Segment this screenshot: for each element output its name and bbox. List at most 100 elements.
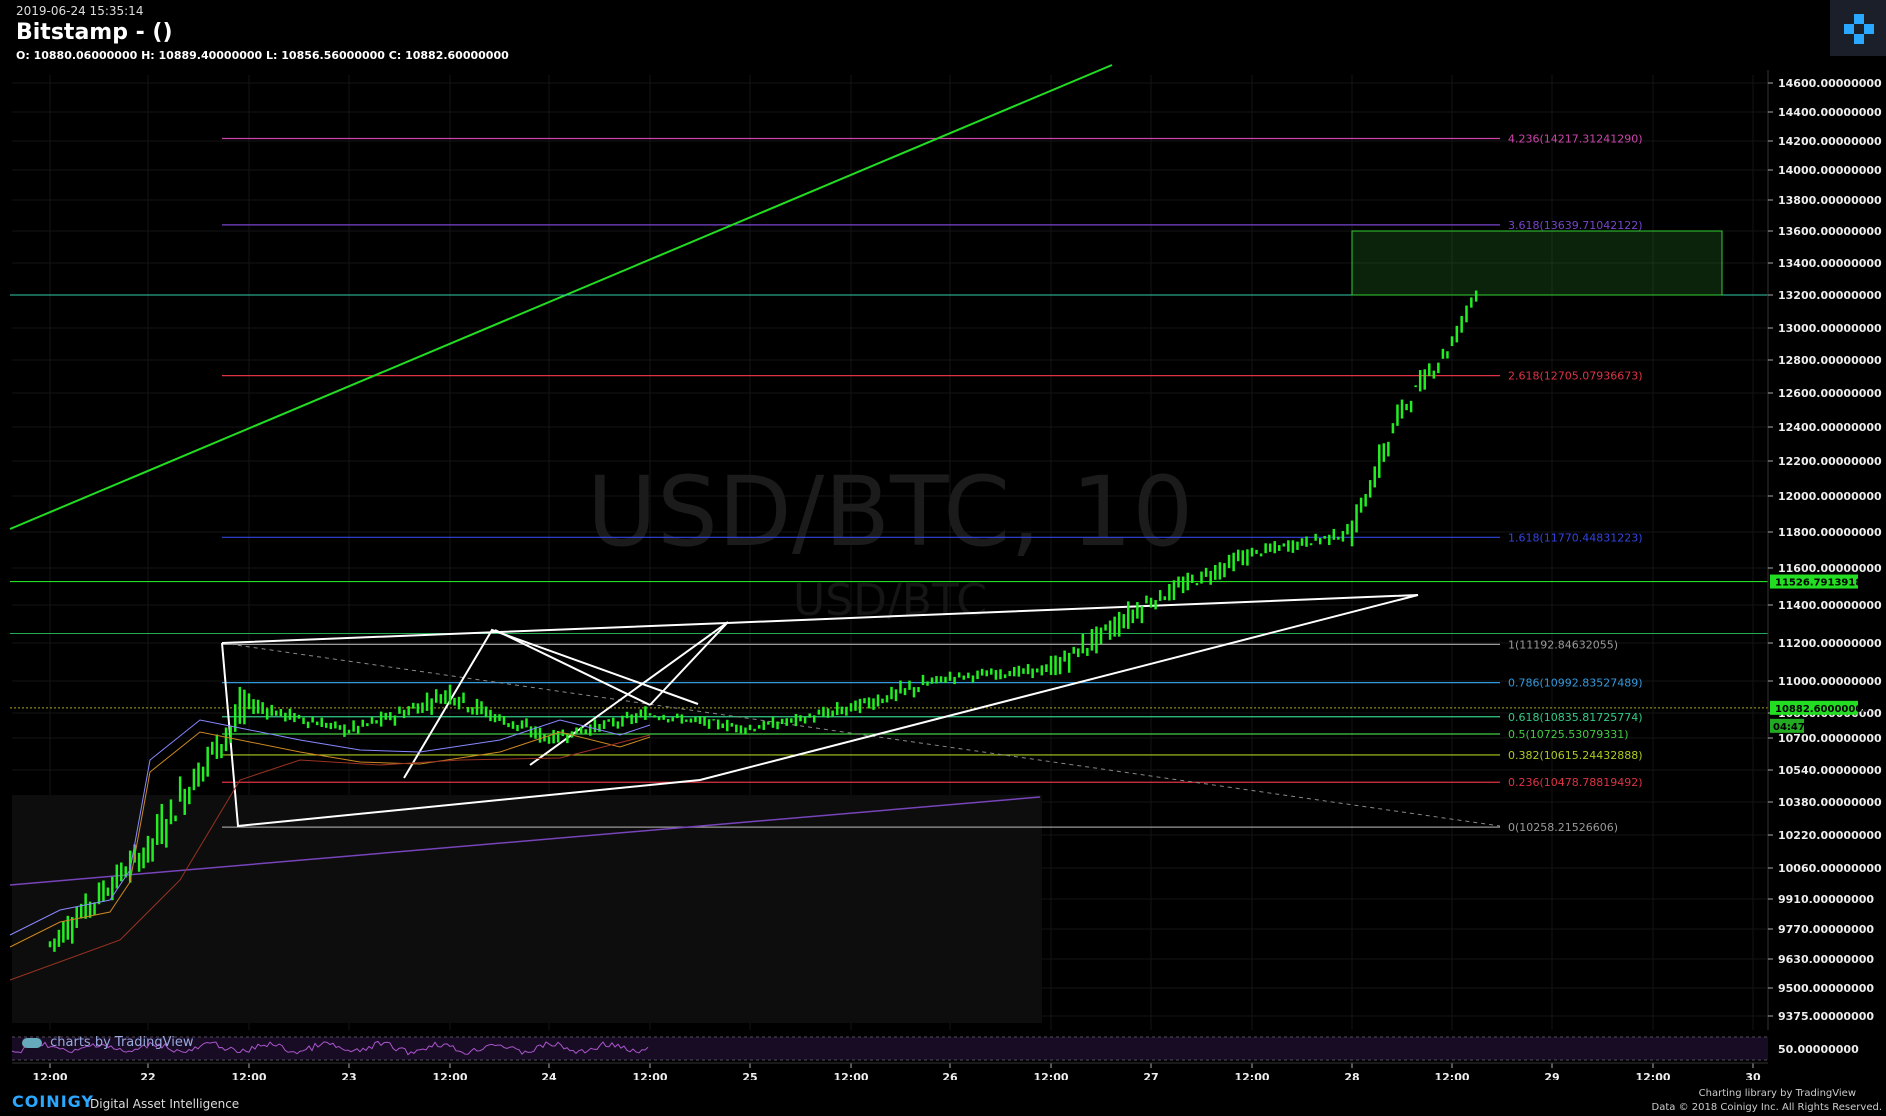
triangle-pattern — [403, 628, 699, 779]
price-tick-label: 10060.00000000 — [1778, 862, 1882, 875]
price-tick-label: 10700.00000000 — [1778, 732, 1882, 745]
price-tick-label: 13600.00000000 — [1778, 225, 1882, 238]
time-tick-label: 12:00 — [231, 1071, 266, 1080]
price-tick-label: 9630.00000000 — [1778, 953, 1874, 966]
rsi-pane: 50.00000000 — [11, 1036, 1859, 1061]
rsi-line — [11, 1040, 649, 1056]
price-tick-label: 12200.00000000 — [1778, 455, 1882, 468]
coinigy-logo[interactable]: COINIGY — [12, 1092, 95, 1111]
price-tick-label: 13200.00000000 — [1778, 289, 1882, 302]
footer: COINIGY Digital Asset Intelligence Chart… — [0, 1080, 1886, 1116]
time-tick-label: 28 — [1344, 1071, 1359, 1080]
price-marker-box — [1770, 718, 1804, 733]
time-tick-label: 12:00 — [1033, 1071, 1068, 1080]
price-tick-label: 13000.00000000 — [1778, 322, 1882, 335]
time-axis[interactable]: 12:00 22 12:00 23 12:00 24 12:00 25 12:00 26 12:00… — [12, 1062, 1768, 1080]
fib-level-label: 0.618(10835.81725774) — [1508, 711, 1643, 724]
price-tick-label: 10220.00000000 — [1778, 829, 1882, 842]
fib-level-label: 0.236(10478.78819492) — [1508, 776, 1643, 789]
time-tick-label: 12:00 — [1234, 1071, 1269, 1080]
menu-button[interactable] — [1830, 0, 1886, 56]
volume-shade — [12, 795, 1042, 1023]
price-tick-label: 11600.00000000 — [1778, 562, 1882, 575]
dashed-diagonal — [221, 642, 1501, 827]
price-tick-label: 10540.00000000 — [1778, 764, 1882, 777]
price-marker-box — [1770, 574, 1858, 589]
moving-average-3 — [9, 734, 651, 981]
drawing-tools[interactable] — [9, 64, 1768, 886]
price-tick-label: 9910.00000000 — [1778, 893, 1874, 906]
timestamp: 2019-06-24 15:35:14 — [16, 4, 144, 18]
time-tick-label: 29 — [1544, 1071, 1559, 1080]
fib-level-label: 2.618(12705.07936673) — [1508, 370, 1643, 383]
time-tick-label: 22 — [140, 1071, 155, 1080]
time-tick-label: 12:00 — [833, 1071, 868, 1080]
time-tick-label: 12:00 — [632, 1071, 667, 1080]
price-tick-label: 14600.00000000 — [1778, 77, 1882, 90]
price-tick-label: 11800.00000000 — [1778, 526, 1882, 539]
price-tick-label: 14000.00000000 — [1778, 164, 1882, 177]
watermark-symbol: USD/BTC, 10 — [587, 456, 1194, 568]
tagline: Digital Asset Intelligence — [90, 1097, 240, 1111]
rsi-band-fill — [12, 1037, 1768, 1060]
time-tick-label: 12:00 — [32, 1071, 67, 1080]
fib-level-label: 0.382(10615.24432888) — [1508, 749, 1643, 762]
tradingview-badge[interactable]: charts by TradingView — [22, 1035, 193, 1050]
price-tick-label: 11200.00000000 — [1778, 637, 1882, 650]
fib-level-label: 3.618(13639.71042122) — [1508, 219, 1643, 232]
price-tick-label: 10380.00000000 — [1778, 796, 1882, 809]
fib-level-label: 1(11192.84632055) — [1508, 638, 1618, 651]
fibonacci-extension[interactable]: 4.236(14217.31241290) 3.618(13639.7104212… — [222, 132, 1643, 834]
fib-level-label: 0(10258.21526606) — [1508, 821, 1618, 834]
fib-level-label: 1.618(11770.44831223) — [1508, 531, 1643, 544]
flag-line-1 — [529, 621, 729, 766]
price-tick-label: 11000.00000000 — [1778, 675, 1882, 688]
ohlc-bars — [9, 290, 1478, 981]
credit-charting[interactable]: Charting library by TradingView — [1698, 1088, 1856, 1099]
price-tick-label: 9500.00000000 — [1778, 982, 1874, 995]
price-marker-label: 11526.79139182 — [1775, 578, 1869, 589]
price-marker-box — [1770, 700, 1858, 715]
flag-line-2 — [494, 629, 651, 706]
chart-title: Bitstamp - () — [16, 20, 173, 45]
credit-copyright[interactable]: Data © 2018 Coinigy Inc. All Rights Rese… — [1651, 1102, 1882, 1113]
fib-level-label: 0.786(10992.83527489) — [1508, 677, 1643, 690]
time-tick-label: 23 — [341, 1071, 356, 1080]
fib-level-label: 4.236(14217.31241290) — [1508, 132, 1643, 145]
ascending-wedge — [221, 594, 1419, 828]
ohlc-readout: O: 10880.06000000 H: 10889.40000000 L: 1… — [16, 49, 509, 62]
price-axis[interactable]: 14600.00000000 14400.00000000 14200.000000… — [1767, 70, 1882, 1030]
price-tick-label: 9770.00000000 — [1778, 923, 1874, 936]
price-marker-label: 04:47 — [1773, 722, 1805, 733]
time-tick-label: 25 — [742, 1071, 757, 1080]
time-tick-label: 12:00 — [1635, 1071, 1670, 1080]
time-tick-label: 12:00 — [432, 1071, 467, 1080]
watermark-pair: USD/BTC — [793, 575, 987, 626]
tradingview-cloud-icon — [22, 1037, 42, 1048]
price-tick-label: 11400.00000000 — [1778, 599, 1882, 612]
trendline-green — [9, 64, 1113, 530]
tradingview-badge-text: charts by TradingView — [50, 1035, 194, 1050]
moving-average-2 — [9, 731, 651, 948]
moving-average-1 — [9, 719, 651, 936]
price-marker-label: 10882.60000000 — [1775, 704, 1869, 715]
time-tick-label: 24 — [541, 1071, 557, 1080]
price-tick-label: 9375.00000000 — [1778, 1010, 1874, 1023]
price-tick-label: 14400.00000000 — [1778, 106, 1882, 119]
price-chart[interactable]: USD/BTC, 10 USD/BTC 4.236(14217.31241290… — [0, 0, 1886, 1080]
price-tick-label: 12800.00000000 — [1778, 354, 1882, 367]
price-tick-label: 12600.00000000 — [1778, 387, 1882, 400]
target-zone-box — [1351, 230, 1723, 296]
price-tick-label: 13400.00000000 — [1778, 257, 1882, 270]
time-tick-label: 30 — [1745, 1071, 1761, 1080]
coinigy-cube-icon — [1844, 14, 1874, 44]
rsi-axis-label: 50.00000000 — [1778, 1043, 1859, 1056]
time-tick-label: 12:00 — [1434, 1071, 1469, 1080]
fib-level-label: 0.5(10725.53079331) — [1508, 728, 1629, 741]
price-tick-label: 12400.00000000 — [1778, 421, 1882, 434]
price-tick-label: 13800.00000000 — [1778, 194, 1882, 207]
time-tick-label: 27 — [1143, 1071, 1158, 1080]
price-tick-label: 12000.00000000 — [1778, 490, 1882, 503]
time-tick-label: 26 — [942, 1071, 958, 1080]
